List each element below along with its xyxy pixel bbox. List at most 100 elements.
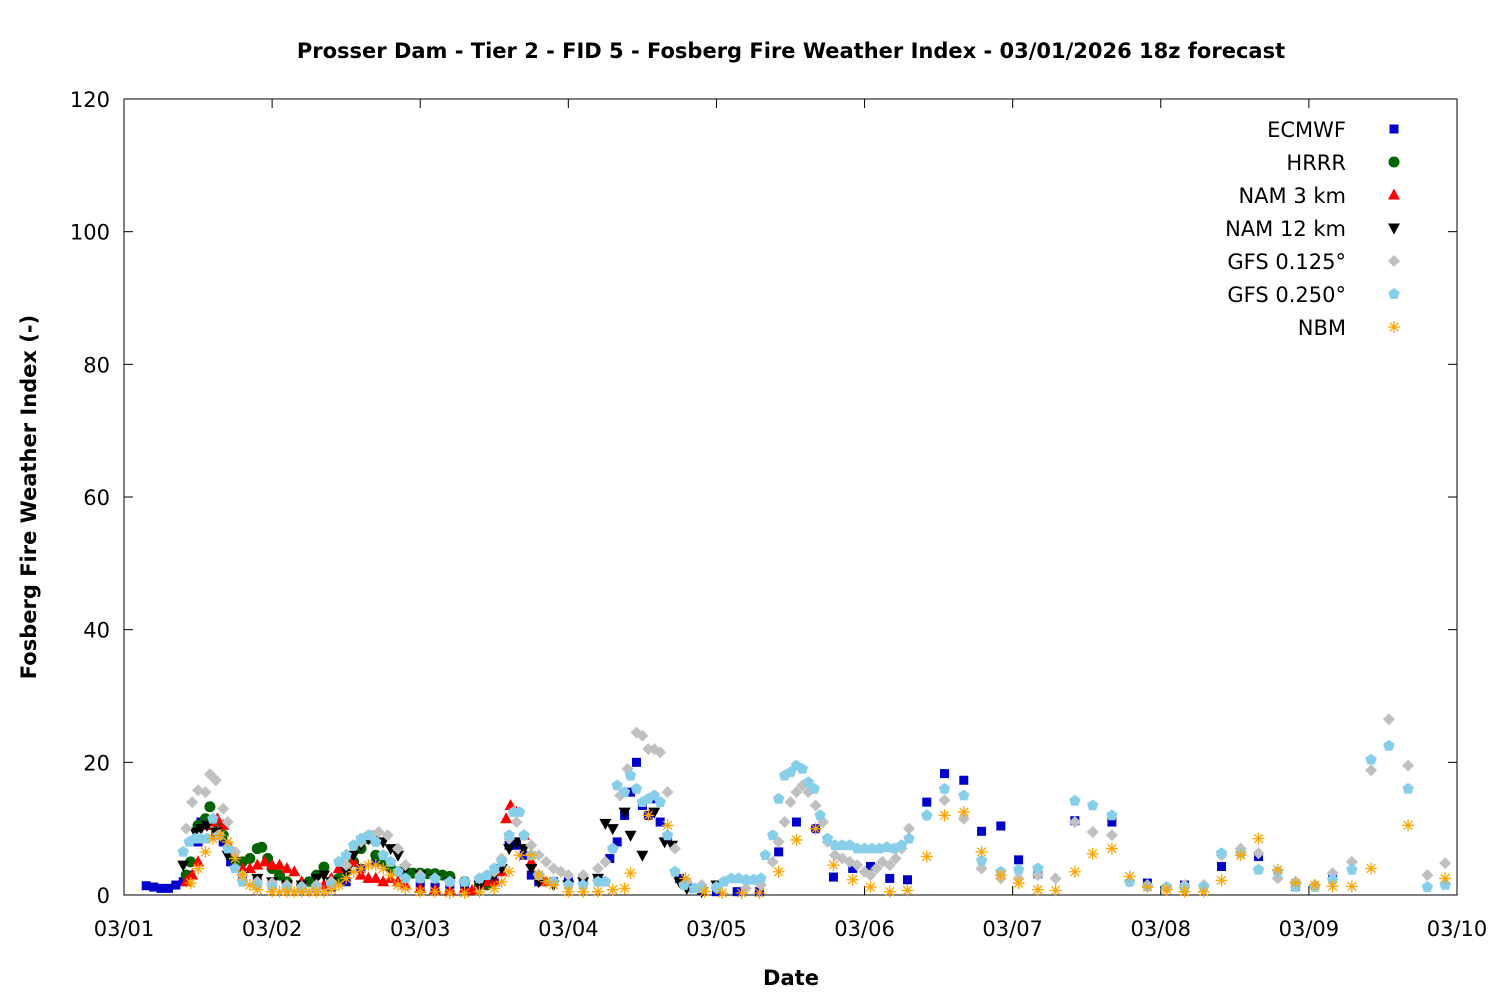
data-point	[661, 829, 674, 841]
data-point	[310, 885, 323, 898]
data-point	[392, 865, 404, 877]
data-point	[273, 885, 286, 898]
data-point	[481, 869, 493, 880]
data-point	[669, 865, 681, 877]
data-point	[1308, 879, 1321, 892]
data-point	[236, 869, 249, 882]
data-point	[244, 853, 256, 865]
data-point	[1215, 874, 1228, 887]
data-point	[994, 869, 1007, 882]
legend-marker	[1388, 156, 1400, 168]
data-point	[821, 832, 834, 844]
data-point	[592, 875, 604, 887]
data-point	[605, 854, 615, 864]
data-point	[1068, 816, 1081, 829]
legend-marker	[1389, 124, 1399, 134]
data-point	[903, 832, 915, 844]
legend-marker	[1388, 223, 1400, 235]
data-point	[503, 865, 516, 878]
data-point	[195, 824, 208, 836]
data-point	[1439, 872, 1452, 885]
data-point	[1141, 881, 1154, 894]
data-point	[606, 824, 619, 836]
data-point	[370, 835, 382, 847]
data-point	[204, 801, 216, 813]
data-point	[488, 882, 501, 895]
data-point	[678, 879, 690, 890]
data-point	[591, 862, 604, 875]
data-point	[503, 844, 516, 856]
data-point	[1068, 865, 1081, 878]
data-point	[668, 842, 681, 855]
data-point	[1382, 713, 1395, 726]
legend-label: HRRR	[1286, 151, 1346, 175]
data-point	[1123, 870, 1136, 883]
data-point	[851, 842, 863, 854]
data-point	[809, 822, 822, 835]
legend-label: GFS 0.125°	[1227, 250, 1346, 274]
data-point	[577, 869, 590, 882]
legend-entry: NAM 3 km	[1238, 184, 1400, 208]
data-point	[217, 802, 230, 815]
legend-label: NAM 3 km	[1238, 184, 1346, 208]
data-point	[473, 885, 486, 898]
data-point	[767, 829, 779, 841]
data-point	[1086, 825, 1099, 838]
data-point	[885, 873, 895, 883]
data-point	[526, 870, 536, 880]
data-point	[1346, 863, 1358, 875]
data-point	[377, 875, 390, 887]
data-point	[399, 859, 412, 872]
data-point	[540, 855, 553, 868]
data-point	[889, 852, 902, 865]
data-point	[392, 879, 405, 892]
data-point	[370, 849, 382, 861]
legend-label: NBM	[1298, 316, 1346, 340]
data-point	[679, 872, 692, 885]
data-point	[525, 863, 538, 875]
data-point	[1252, 847, 1265, 860]
data-point	[958, 789, 970, 801]
data-point	[778, 816, 791, 829]
data-point	[1383, 739, 1395, 751]
data-point	[495, 875, 508, 888]
data-point	[377, 862, 390, 875]
data-point	[655, 817, 665, 827]
data-point	[1197, 885, 1210, 898]
data-point	[975, 854, 988, 866]
data-point	[865, 861, 875, 871]
data-point	[525, 849, 538, 862]
data-point	[221, 835, 234, 848]
data-point	[513, 806, 526, 817]
data-point	[1365, 862, 1378, 875]
x-tick-label: 03/04	[538, 917, 599, 941]
data-point	[444, 875, 456, 887]
data-point	[1069, 794, 1081, 806]
legend-marker	[1388, 288, 1400, 299]
legend-entry: ECMWF	[1267, 118, 1399, 142]
y-tick-label: 60	[83, 486, 110, 510]
data-point	[266, 885, 279, 898]
y-tick-label: 120	[70, 88, 110, 112]
legend-marker	[1388, 188, 1400, 200]
data-point	[317, 870, 330, 882]
legend-entry: GFS 0.250°	[1227, 283, 1400, 307]
data-point	[996, 821, 1006, 831]
data-point	[1215, 847, 1228, 859]
data-point	[636, 850, 649, 862]
data-point	[1439, 857, 1452, 870]
data-point	[895, 839, 908, 851]
data-point	[772, 865, 785, 878]
data-point	[599, 818, 612, 830]
data-point	[1345, 855, 1358, 868]
data-point	[332, 861, 345, 873]
data-point	[163, 883, 173, 893]
data-point	[577, 885, 590, 898]
data-point	[177, 860, 190, 872]
data-point	[458, 887, 471, 900]
data-point	[648, 807, 661, 819]
data-point	[921, 809, 933, 821]
data-point	[1014, 855, 1024, 865]
data-point	[864, 869, 877, 882]
data-point	[802, 776, 814, 788]
